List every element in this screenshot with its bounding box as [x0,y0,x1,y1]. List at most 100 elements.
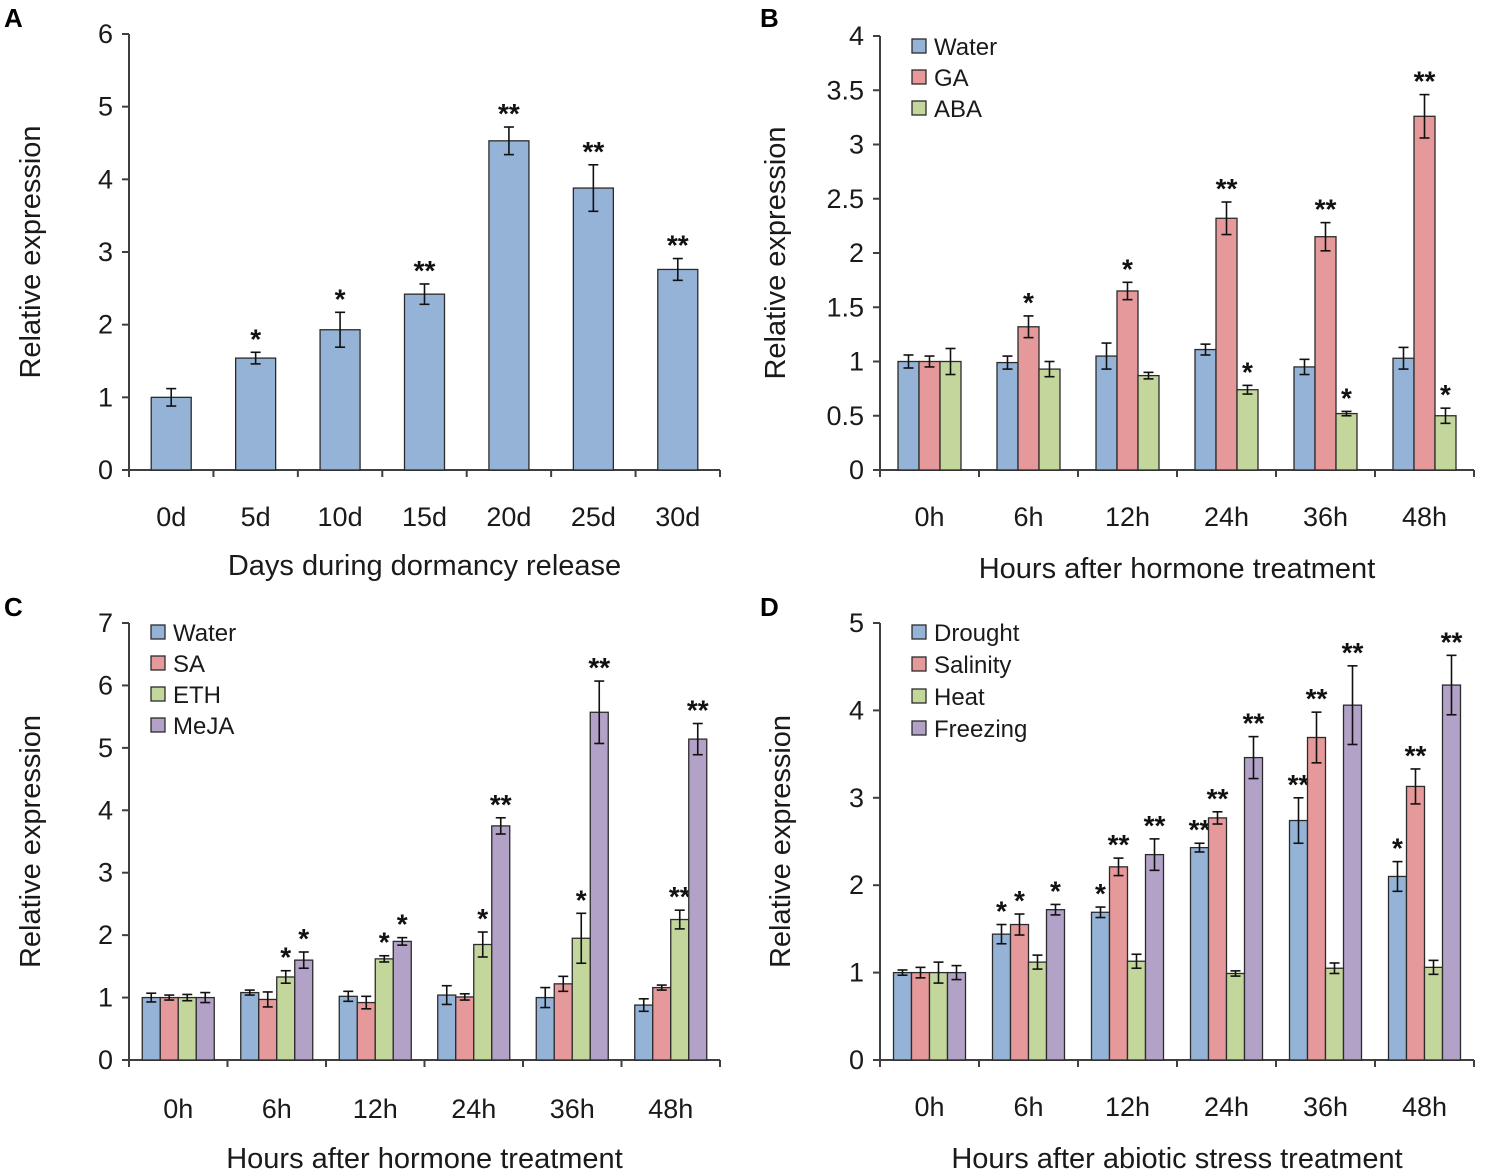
significance-marker: ** [588,652,610,683]
error-bar [897,969,908,977]
error-bar [576,912,587,965]
bar-salinity [1306,736,1327,1061]
y-tick-label: 1 [849,958,864,988]
bar-drought [1189,846,1210,1061]
y-tick-label: 0 [849,1045,864,1075]
bar-water [897,360,920,471]
y-tick-label: 1.5 [826,292,864,322]
significance-marker: ** [669,881,691,912]
y-tick-label: 4 [849,21,864,51]
significance-marker: * [1014,885,1025,916]
bar-meja [294,959,314,1061]
x-tick-label: 10d [318,502,363,532]
error-bar [915,966,926,979]
y-axis-title: Relative expression [765,715,797,968]
legend-label: MeJA [173,713,234,740]
x-tick-label: 12h [353,1094,398,1124]
x-tick-label: 6h [1013,502,1043,532]
y-tick-label: 1 [98,382,113,412]
error-bar [933,961,944,984]
panel-letter: C [4,592,23,622]
y-tick-label: 4 [98,164,113,194]
significance-marker: ** [1414,66,1436,97]
significance-marker: ** [1306,683,1328,714]
error-bar [1101,342,1112,370]
error-bar [1242,384,1253,395]
legend-label: ETH [173,682,221,709]
bar-sa [159,996,179,1061]
error-bar [672,257,683,282]
error-bar [540,986,551,1009]
error-bar [1428,959,1439,976]
significance-marker: ** [1189,814,1211,845]
error-bar [692,722,703,756]
bar-eth [276,976,296,1061]
error-bar [656,984,667,991]
error-bar [945,347,956,376]
x-axis-title: Hours after hormone treatment [979,553,1376,585]
x-tick-label: 24h [451,1094,496,1124]
error-bar [594,680,605,745]
y-tick-label: 0.5 [826,401,864,431]
bar-water [338,995,358,1061]
bar-heat [1126,960,1147,1061]
error-bar [1194,842,1205,853]
error-bar [441,984,452,1006]
y-axis-title: Relative expression [15,125,47,378]
bar-aba [1137,374,1160,471]
error-bar [459,993,470,1001]
significance-marker: ** [1441,626,1463,657]
legend-swatch [911,624,927,640]
bar-meja [688,738,708,1061]
error-bar [1293,796,1304,845]
y-tick-label: 3 [98,237,113,267]
y-tick-label: 2.5 [826,184,864,214]
bar-eth [374,958,394,1061]
x-tick-label: 6h [262,1094,292,1124]
bar-ga [918,360,941,471]
error-bar [335,311,346,348]
error-bar [1032,954,1043,970]
significance-marker: * [379,927,390,958]
significance-marker: ** [1315,194,1337,225]
significance-marker: * [1023,287,1034,318]
x-tick-label: 36h [1303,1092,1348,1122]
bar-meja [195,996,215,1061]
bar-freezing [946,971,967,1061]
bar-relative-expression [488,140,530,471]
significance-marker: * [576,884,587,915]
legend-label: Freezing [934,716,1027,743]
error-bar [1050,903,1061,916]
significance-marker: * [1440,379,1451,410]
x-tick-label: 48h [648,1094,693,1124]
bar-relative-expression [572,187,615,471]
error-bar [379,954,390,963]
error-bar [996,923,1007,945]
bar-salinity [1207,817,1228,1061]
error-bar [200,991,211,1004]
x-tick-label: 15d [402,502,447,532]
error-bar [1392,860,1403,893]
bar-drought [892,971,913,1061]
x-tick-label: 0h [914,1092,944,1122]
y-tick-label: 7 [98,608,113,638]
bar-sa [258,998,278,1061]
y-tick-label: 2 [849,870,864,900]
significance-marker: * [335,283,346,314]
significance-marker: * [996,896,1007,927]
chart-panel-a: A 0 1 2 3 4 5 6 Relative expression 0d 5d * 10d * 15d *… [4,3,721,582]
significance-marker: ** [1342,637,1364,668]
error-bar [503,126,514,156]
significance-marker: * [1095,878,1106,909]
y-tick-label: 0 [849,455,864,485]
error-bar [1320,221,1331,252]
error-bar [638,998,649,1013]
bar-water [1293,366,1316,471]
y-tick-label: 5 [849,608,864,638]
legend-swatch [150,655,166,671]
error-bar [1044,360,1055,378]
error-bar [1341,410,1352,417]
bar-relative-expression [403,293,446,471]
